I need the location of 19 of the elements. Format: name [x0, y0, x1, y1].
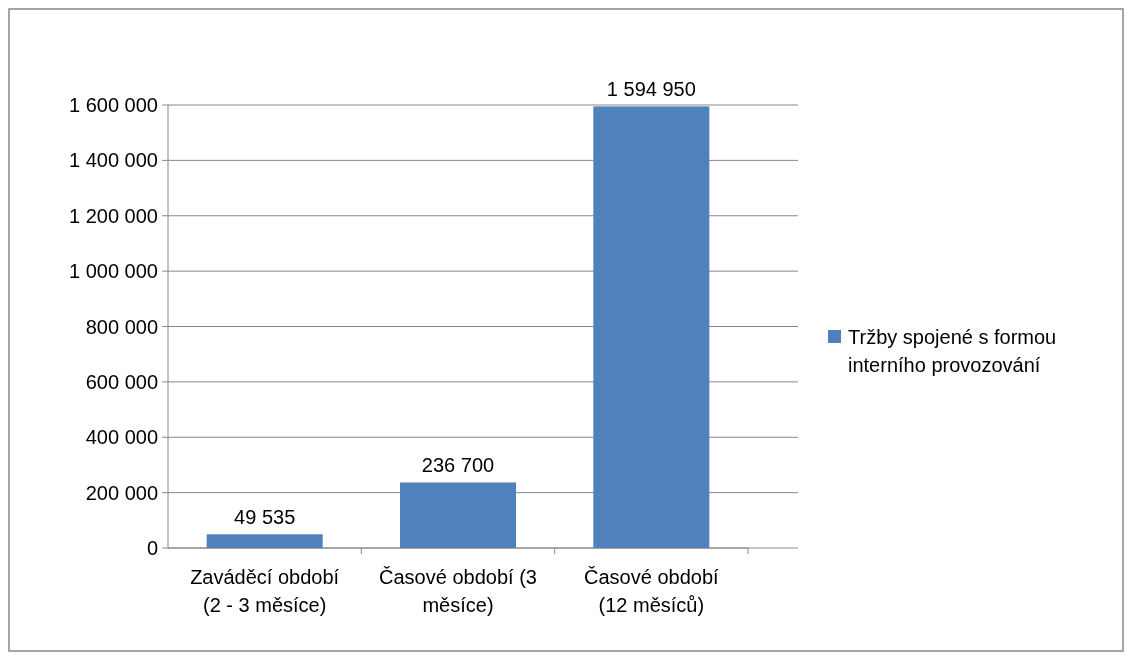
x-tick-label: Časové období (3 měsíce) [379, 566, 537, 616]
y-tick-label: 0 [146, 537, 158, 559]
x-tick-label: Zaváděcí období (2 - 3 měsíce) [190, 566, 340, 616]
bar [400, 482, 516, 548]
y-tick-label: 1 400 000 [69, 149, 158, 172]
bar [593, 106, 710, 548]
x-tick-label: Časové období (12 měsíců) [584, 566, 720, 616]
y-tick-label: 400 000 [85, 426, 158, 449]
data-label: 236 700 [421, 454, 495, 477]
y-tick-label: 1 600 000 [69, 94, 158, 116]
y-tick-label: 1 000 000 [69, 260, 158, 283]
y-tick-label: 600 000 [85, 370, 158, 393]
y-tick-label: 200 000 [85, 481, 158, 504]
y-tick-label: 800 000 [85, 315, 158, 338]
legend-label: Tržby spojené s formou interního provozování [848, 326, 1057, 376]
y-tick-label: 1 200 000 [69, 204, 158, 227]
bar [206, 534, 323, 548]
data-label: 49 535 [234, 506, 296, 529]
data-label: 1 594 950 [606, 78, 696, 101]
